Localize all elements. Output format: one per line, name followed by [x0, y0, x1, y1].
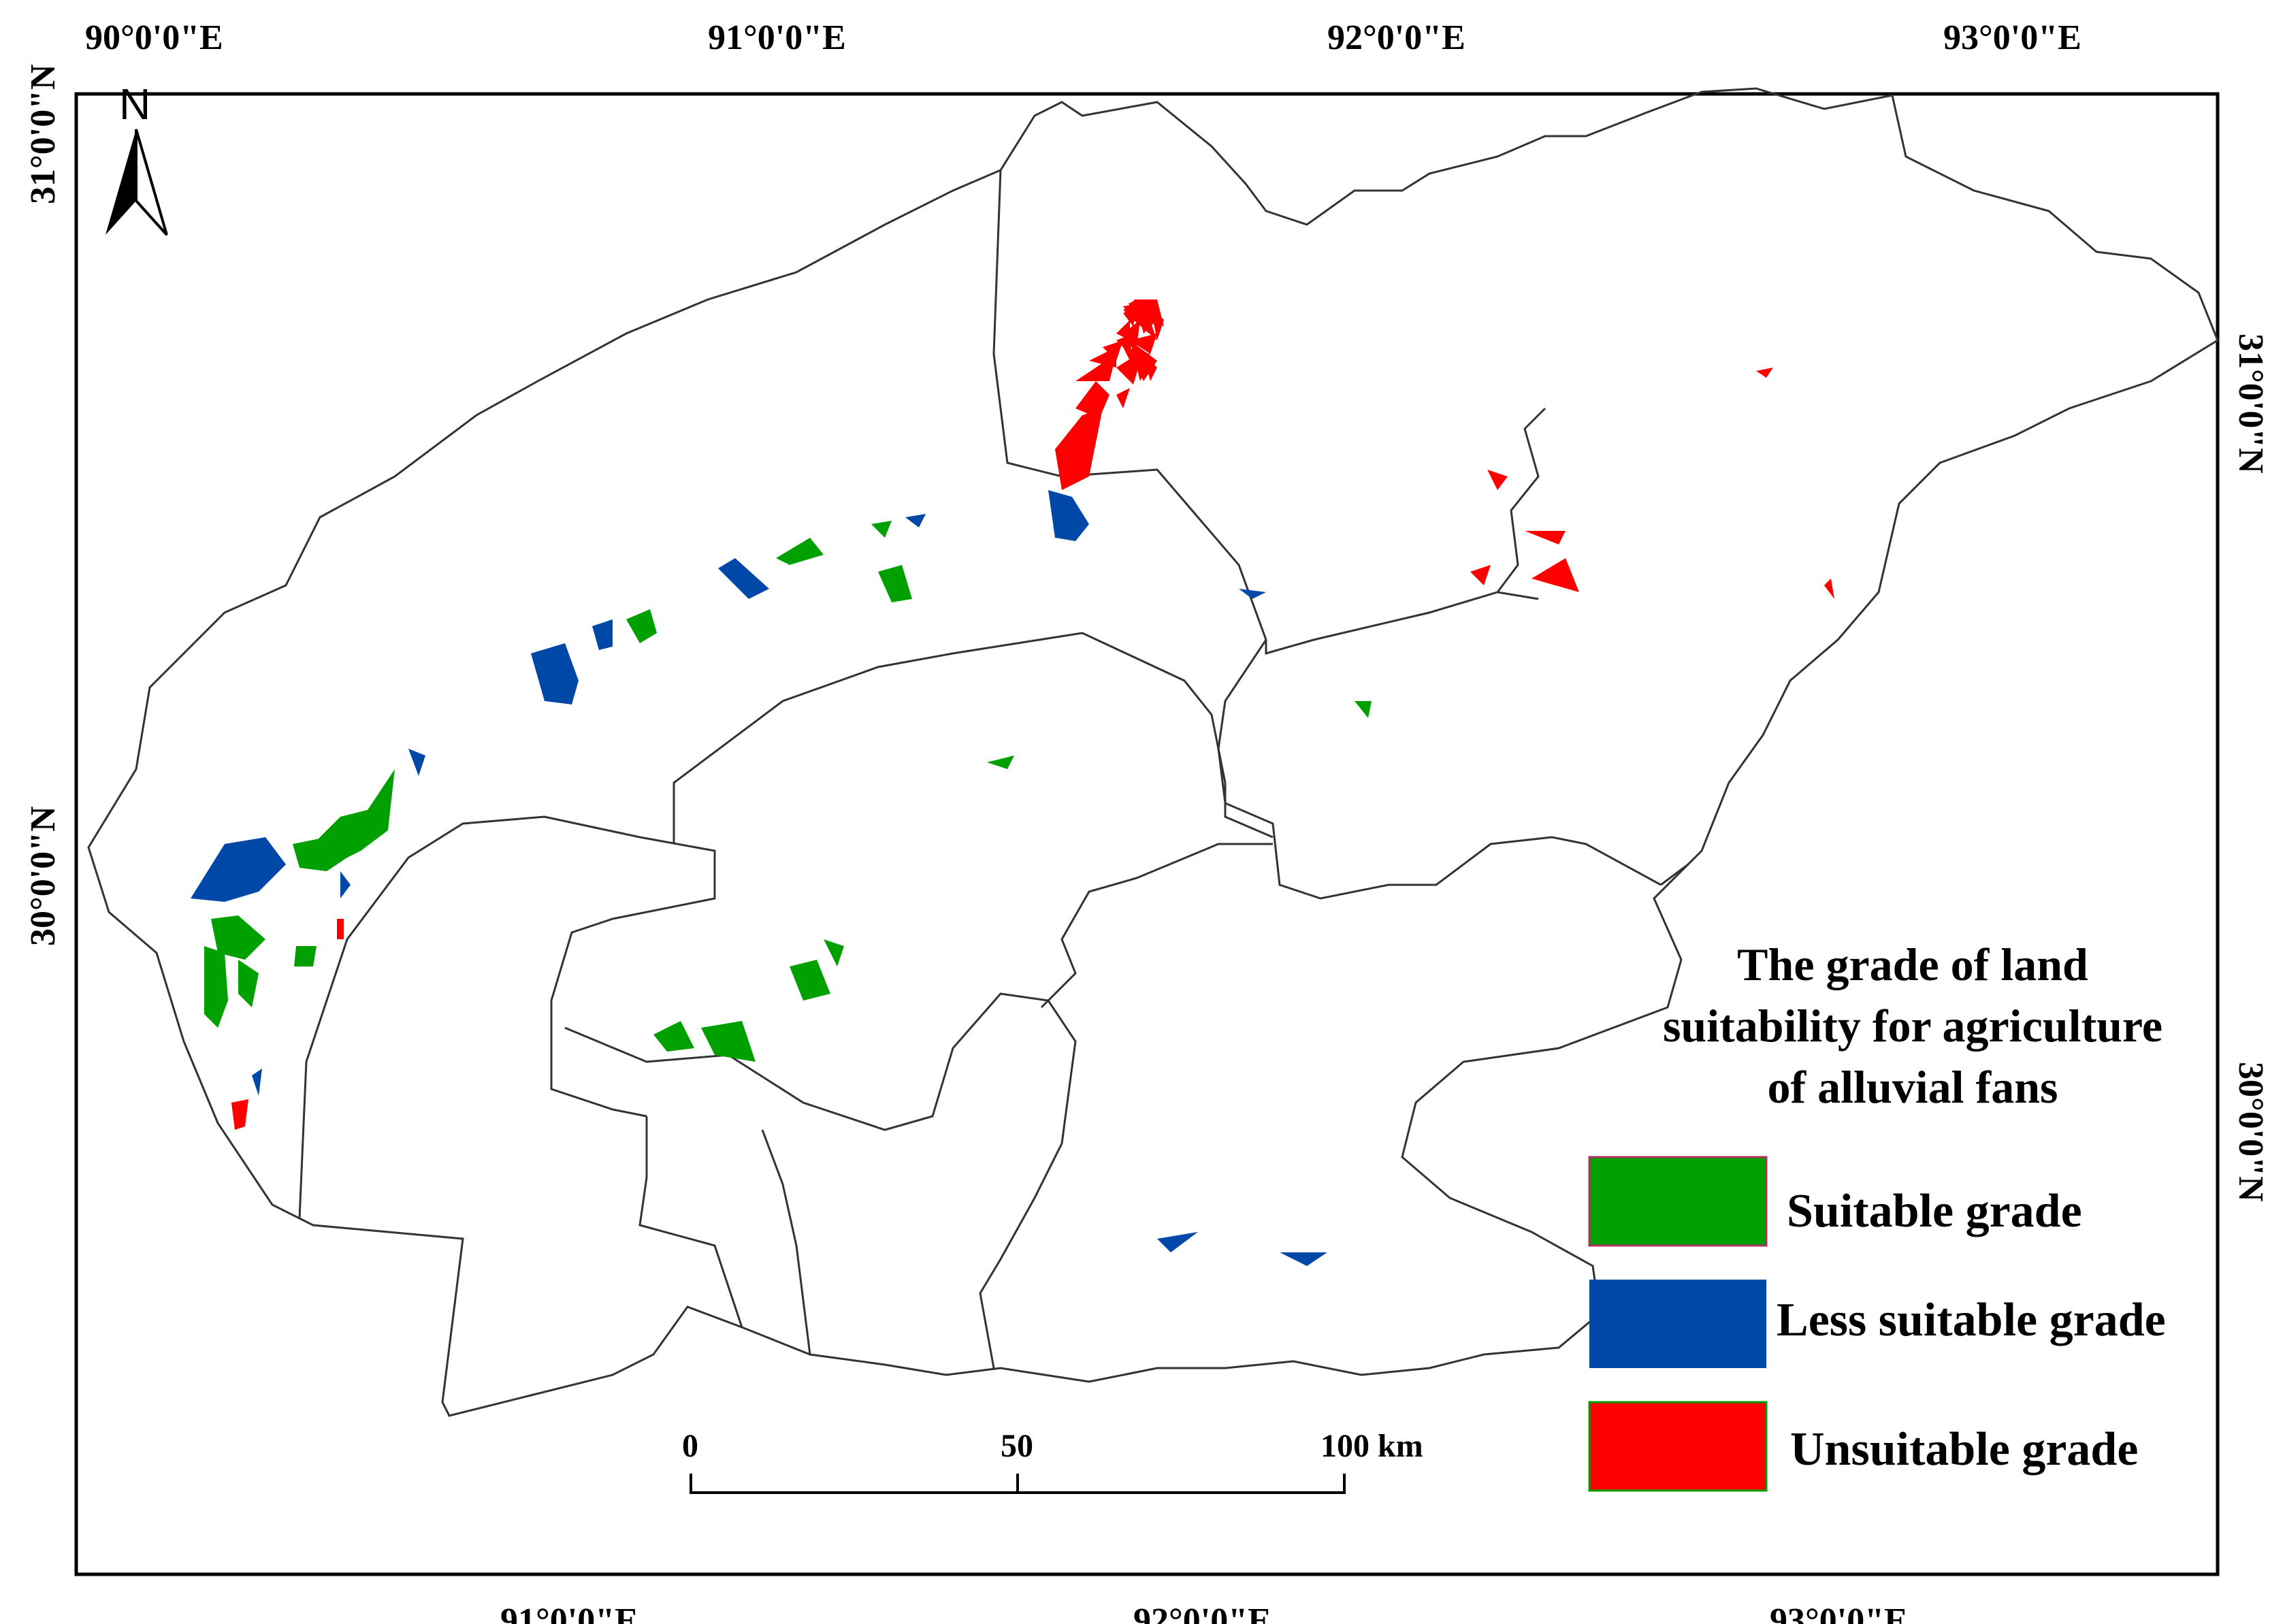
suitable-patch: [1355, 701, 1372, 718]
legend-title-line: of alluvial fans: [1768, 1061, 2058, 1113]
scale-label: 50: [1001, 1428, 1033, 1464]
top-tick-label: 93°0'0"E: [1943, 18, 2081, 57]
county-boundary: [298, 815, 716, 1219]
less-suitable-grade-patches: [191, 490, 1327, 1266]
unsuitable-patch: [1055, 408, 1103, 490]
less-suitable-patch: [1280, 1252, 1327, 1266]
less-suitable-patch: [905, 514, 926, 527]
unsuitable-patch: [337, 919, 344, 939]
unsuitable-patch: [1116, 320, 1130, 340]
suitable-patch: [238, 960, 259, 1007]
bottom-graticule-labels: 91°0'0"E 92°0'0"E 93°0'0"E: [500, 1602, 1908, 1624]
county-boundary: [1496, 407, 1546, 593]
less-suitable-patch: [1157, 1232, 1198, 1252]
north-arrow-light-half: [135, 129, 168, 236]
scale-label: 100 km: [1320, 1428, 1423, 1464]
unsuitable-grade-patches: [231, 299, 1834, 1130]
north-arrow: N: [106, 80, 168, 236]
legend-label-less-suitable: Less suitable grade: [1777, 1294, 2166, 1346]
unsuitable-patch: [231, 1099, 248, 1130]
right-graticule-labels: 31°0'0"N 30°0'0"N: [2231, 334, 2270, 1202]
unsuitable-patch: [1824, 579, 1834, 599]
county-boundary: [564, 992, 1077, 1369]
unsuitable-patch: [1470, 565, 1491, 585]
legend: The grade of land suitability for agricu…: [1588, 939, 2166, 1492]
unsuitable-patch: [1525, 531, 1566, 545]
suitable-grade-patches: [204, 521, 1372, 1062]
unsuitable-patch: [1133, 299, 1164, 327]
study-area-boundary: [87, 87, 2219, 1417]
north-label: N: [119, 80, 150, 129]
right-tick-label: 31°0'0"N: [2231, 334, 2270, 474]
less-suitable-patch: [191, 837, 286, 902]
county-boundary: [1217, 639, 1662, 900]
unsuitable-patch: [1532, 558, 1579, 592]
suitable-patch: [626, 609, 657, 643]
county-boundary: [761, 1129, 811, 1355]
left-graticule-labels: 31°0'0"N 30°0'0"N: [24, 64, 63, 946]
internal-boundaries: [298, 169, 1689, 1369]
left-tick-label: 30°0'0"N: [24, 806, 63, 946]
unsuitable-patch: [1487, 470, 1508, 490]
suitable-patch: [878, 565, 912, 602]
suitable-patch: [294, 946, 317, 967]
suitable-patch: [204, 946, 228, 1028]
legend-title-line: The grade of land: [1737, 939, 2088, 990]
suitable-patch: [790, 960, 830, 1001]
top-tick-label: 90°0'0"E: [85, 18, 223, 57]
less-suitable-patch: [252, 1069, 262, 1096]
suitable-patch: [871, 521, 892, 538]
legend-title-line: suitability for agriculture: [1663, 1000, 2162, 1052]
county-boundary: [1040, 843, 1273, 1009]
legend-swatch-less-suitable: [1589, 1280, 1766, 1368]
suitable-patch: [701, 1021, 756, 1062]
top-tick-label: 91°0'0"E: [708, 18, 846, 57]
bottom-tick-label: 93°0'0"E: [1770, 1602, 1908, 1624]
less-suitable-patch: [340, 871, 351, 898]
legend-label-unsuitable: Unsuitable grade: [1790, 1423, 2138, 1476]
less-suitable-patch: [408, 749, 425, 776]
legend-swatch-suitable: [1588, 1156, 1768, 1247]
scale-bar: 0 50 100 km: [682, 1428, 1423, 1494]
legend-label-suitable: Suitable grade: [1787, 1185, 2082, 1237]
north-arrow-dark-half: [106, 129, 136, 235]
suitable-patch: [987, 756, 1014, 769]
scale-label: 0: [682, 1428, 698, 1464]
unsuitable-patch: [1116, 334, 1133, 354]
less-suitable-patch: [592, 619, 613, 650]
bottom-tick-label: 91°0'0"E: [500, 1602, 638, 1624]
less-suitable-patch: [531, 643, 579, 704]
legend-swatch-unsuitable: [1588, 1401, 1768, 1492]
suitable-patch: [653, 1021, 694, 1052]
less-suitable-patch: [1239, 589, 1266, 599]
unsuitable-patch: [1103, 340, 1123, 361]
unsuitable-patch: [1129, 303, 1137, 320]
bottom-tick-label: 92°0'0"E: [1133, 1602, 1271, 1624]
top-tick-label: 92°0'0"E: [1327, 18, 1465, 57]
county-boundary: [992, 169, 1539, 655]
unsuitable-patch: [1756, 368, 1773, 378]
suitable-patch: [211, 915, 265, 960]
left-tick-label: 31°0'0"N: [24, 64, 63, 204]
suitable-patch: [824, 939, 844, 967]
county-boundary: [1660, 863, 1689, 886]
suitable-patch: [313, 769, 395, 864]
top-graticule-labels: 90°0'0"E 91°0'0"E 92°0'0"E 93°0'0"E: [85, 18, 2081, 57]
suitable-patch: [776, 538, 824, 565]
less-suitable-patch: [718, 558, 769, 599]
county-boundary: [672, 632, 1274, 844]
unsuitable-patch: [1075, 381, 1109, 419]
less-suitable-patch: [1048, 490, 1089, 541]
right-tick-label: 30°0'0"N: [2231, 1062, 2270, 1202]
unsuitable-patch: [1116, 388, 1130, 408]
county-boundary: [638, 1116, 743, 1328]
unsuitable-patch: [1130, 334, 1157, 354]
